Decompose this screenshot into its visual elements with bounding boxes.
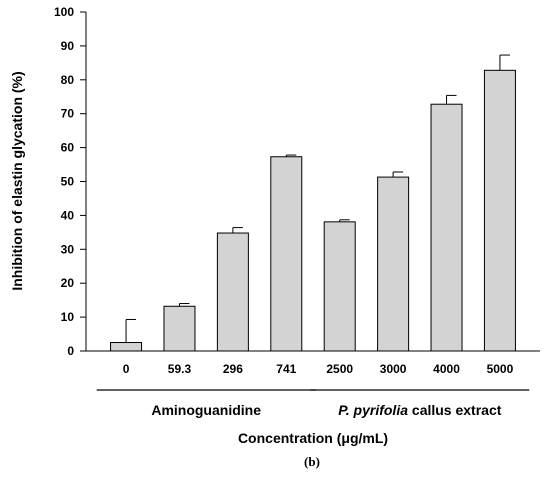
y-tick-label: 60 — [61, 141, 75, 155]
x-tick-label: 59.3 — [168, 362, 192, 376]
bar — [430, 103, 463, 352]
panel-label: (b) — [304, 454, 320, 469]
axes — [85, 12, 540, 352]
y-tick-label: 40 — [61, 208, 75, 222]
x-tick-label: 296 — [223, 362, 243, 376]
x-tick-label: 741 — [276, 362, 296, 376]
x-tick-label: 5000 — [487, 362, 514, 376]
x-tick-label: 3000 — [380, 362, 407, 376]
y-ticks: 0 10 20 30 40 50 60 70 80 90 100 — [54, 5, 86, 358]
x-tick-label: 4000 — [433, 362, 460, 376]
bar — [323, 221, 356, 352]
bar — [483, 69, 516, 352]
y-tick-label: 70 — [61, 107, 75, 121]
y-tick-label: 10 — [61, 310, 75, 324]
bar — [270, 156, 303, 352]
y-tick-label: 20 — [61, 276, 75, 290]
bar — [163, 305, 196, 352]
y-tick-label: 50 — [61, 175, 75, 189]
y-tick-label: 0 — [67, 344, 74, 358]
y-axis-title: Inhibition of elastin glycation (%) — [9, 71, 25, 290]
x-tick-labels: 0 59.3 296 741 2500 3000 4000 5000 — [123, 362, 514, 376]
x-tick-label: 0 — [123, 362, 130, 376]
bar — [110, 342, 143, 352]
group-label: P. pyrifolia callus extract — [338, 402, 502, 418]
y-tick-label: 100 — [54, 5, 74, 19]
bars — [110, 54, 516, 352]
y-tick-label: 90 — [61, 39, 75, 53]
x-axis-title: Concentration (μg/mL) — [238, 430, 388, 446]
x-tick-label: 2500 — [326, 362, 353, 376]
y-tick-label: 30 — [61, 242, 75, 256]
group-brackets: Aminoguanidine P. pyrifolia callus extrac… — [96, 389, 530, 418]
y-tick-label: 80 — [61, 73, 75, 87]
group-label: Aminoguanidine — [151, 402, 261, 418]
bar — [377, 176, 410, 352]
bar — [216, 232, 249, 352]
